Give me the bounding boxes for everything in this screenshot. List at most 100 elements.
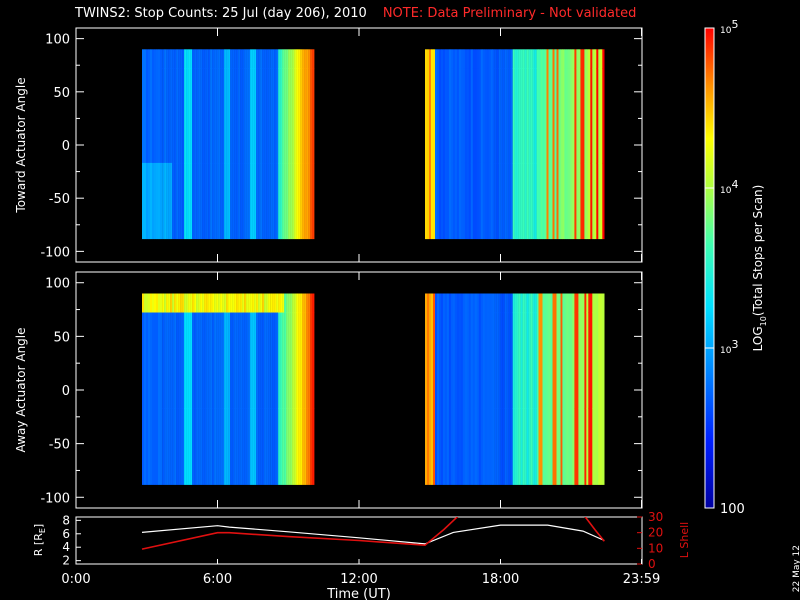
- away-cell: [296, 293, 299, 314]
- away-cell: [518, 408, 521, 485]
- x-tick-label: 23:59: [623, 572, 660, 587]
- away-cell: [212, 293, 215, 314]
- toward-cell: [286, 68, 289, 164]
- toward-cell: [280, 68, 283, 164]
- toward-cell: [258, 162, 261, 240]
- away-cell: [444, 293, 448, 314]
- toward-cell: [162, 68, 165, 164]
- toward-cell: [248, 162, 251, 240]
- toward-ytick-label: 50: [53, 86, 70, 101]
- toward-cell: [488, 68, 491, 164]
- toward-cell: [472, 68, 475, 164]
- toward-cell: [238, 49, 241, 69]
- away-cell: [256, 312, 259, 409]
- toward-cell: [476, 49, 479, 69]
- away-cell: [544, 408, 547, 485]
- away-cell: [556, 312, 559, 409]
- toward-cell: [222, 162, 225, 240]
- away-cell: [450, 312, 454, 409]
- away-cell: [524, 312, 527, 409]
- toward-cell: [429, 162, 432, 240]
- away-cell: [562, 293, 565, 314]
- away-cell: [464, 408, 468, 485]
- away-cell: [274, 312, 277, 409]
- toward-cell: [516, 68, 519, 164]
- away-cell: [194, 312, 197, 409]
- orbit-left-tick-label: 4: [62, 540, 70, 554]
- toward-cell: [552, 49, 555, 69]
- away-cell: [520, 408, 523, 485]
- away-cell: [162, 312, 165, 409]
- toward-cell: [452, 68, 456, 164]
- away-ytick-label: -100: [40, 491, 70, 506]
- away-cell: [456, 293, 460, 314]
- toward-cell: [484, 68, 487, 164]
- toward-cell: [176, 162, 179, 240]
- toward-cell: [437, 68, 440, 164]
- toward-cell: [156, 162, 159, 240]
- away-cell: [486, 312, 489, 409]
- toward-cell: [250, 162, 253, 240]
- away-cell: [276, 293, 279, 314]
- toward-cell: [170, 49, 173, 69]
- toward-cell: [462, 162, 466, 240]
- toward-cell: [460, 68, 464, 164]
- toward-cell: [530, 162, 533, 240]
- away-cell: [496, 293, 499, 314]
- toward-cell: [576, 49, 579, 69]
- away-cell: [142, 408, 145, 485]
- toward-cell: [228, 162, 231, 240]
- toward-cell: [468, 49, 471, 69]
- away-cell: [590, 312, 593, 409]
- toward-cell: [510, 68, 513, 164]
- toward-cell: [532, 68, 535, 164]
- toward-cell: [302, 49, 305, 69]
- toward-cell: [464, 162, 468, 240]
- away-cell: [262, 408, 265, 485]
- away-cell: [536, 408, 539, 485]
- away-cell: [570, 293, 573, 314]
- away-cell: [278, 408, 281, 485]
- toward-cell: [478, 68, 481, 164]
- toward-cell: [268, 68, 271, 164]
- away-cell: [494, 408, 497, 485]
- toward-cell: [506, 162, 509, 240]
- away-cell: [146, 293, 149, 314]
- toward-cell: [450, 49, 454, 69]
- toward-cell: [572, 162, 575, 240]
- toward-cell: [546, 68, 549, 164]
- away-cell: [598, 293, 601, 314]
- away-cell: [598, 408, 601, 485]
- toward-cell: [472, 49, 475, 69]
- away-cell: [252, 408, 255, 485]
- away-cell: [214, 408, 217, 485]
- away-cell: [168, 408, 171, 485]
- toward-cell: [570, 49, 573, 69]
- toward-cell: [542, 162, 545, 240]
- toward-cell: [590, 68, 593, 164]
- toward-cell: [248, 49, 251, 69]
- toward-cell: [148, 162, 151, 240]
- away-cell: [524, 293, 527, 314]
- away-cell: [192, 293, 195, 314]
- away-cell: [550, 312, 553, 409]
- toward-cell: [236, 162, 239, 240]
- toward-cell: [488, 49, 491, 69]
- away-cell: [212, 408, 215, 485]
- toward-cell: [294, 162, 297, 240]
- colorbar-tick-label: 104: [720, 178, 738, 196]
- toward-cell: [142, 162, 145, 240]
- away-cell: [226, 408, 229, 485]
- away-cell: [594, 312, 597, 409]
- away-cell: [286, 312, 289, 409]
- toward-cell: [264, 49, 267, 69]
- toward-cell: [443, 49, 446, 69]
- toward-cell: [202, 68, 205, 164]
- away-cell: [554, 408, 557, 485]
- toward-cell: [435, 162, 438, 240]
- toward-cell: [458, 49, 462, 69]
- toward-cell: [280, 162, 283, 240]
- toward-cell: [556, 162, 559, 240]
- toward-cell: [292, 49, 295, 69]
- toward-cell: [468, 68, 471, 164]
